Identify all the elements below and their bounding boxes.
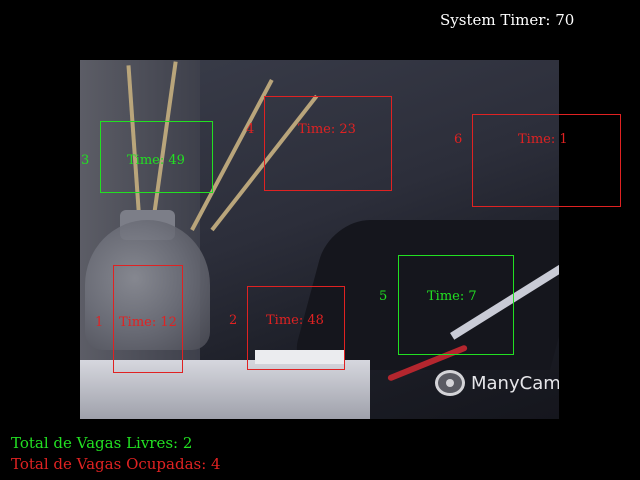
watermark-text: ManyCam.com [471,372,559,394]
camera-feed: ManyCam.com [80,60,559,419]
parking-spot-2-id: 2 [229,313,238,328]
free-spots-summary: Total de Vagas Livres: 2 [11,434,193,452]
system-timer: System Timer: 70 [440,11,575,29]
parking-spot-3-box[interactable] [100,121,213,193]
parking-spot-6-id: 6 [454,132,463,147]
diffuser-bottle [85,220,210,350]
parking-spot-2-box[interactable] [247,286,345,370]
parking-spot-4-box[interactable] [264,96,392,191]
parking-spot-2-time: Time: 48 [266,313,324,328]
parking-spot-1-time: Time: 12 [119,315,177,330]
parking-spot-1-id: 1 [95,315,104,330]
parking-spot-3-id: 3 [81,153,90,168]
parking-spot-4-time: Time: 23 [298,122,356,137]
parking-spot-4-id: 4 [246,122,255,137]
parking-spot-6-time: Time: 1 [518,132,568,147]
webcam-icon [435,370,465,396]
parking-spot-6-box[interactable] [472,114,621,207]
parking-spot-5-id: 5 [379,289,388,304]
occupied-spots-summary: Total de Vagas Ocupadas: 4 [11,455,221,473]
parking-spot-3-time: Time: 49 [127,153,185,168]
white-card [255,350,345,364]
watermark: ManyCam.com [435,370,559,396]
parking-spot-1-box[interactable] [113,265,183,373]
parking-spot-5-box[interactable] [398,255,514,355]
parking-spot-5-time: Time: 7 [427,289,477,304]
